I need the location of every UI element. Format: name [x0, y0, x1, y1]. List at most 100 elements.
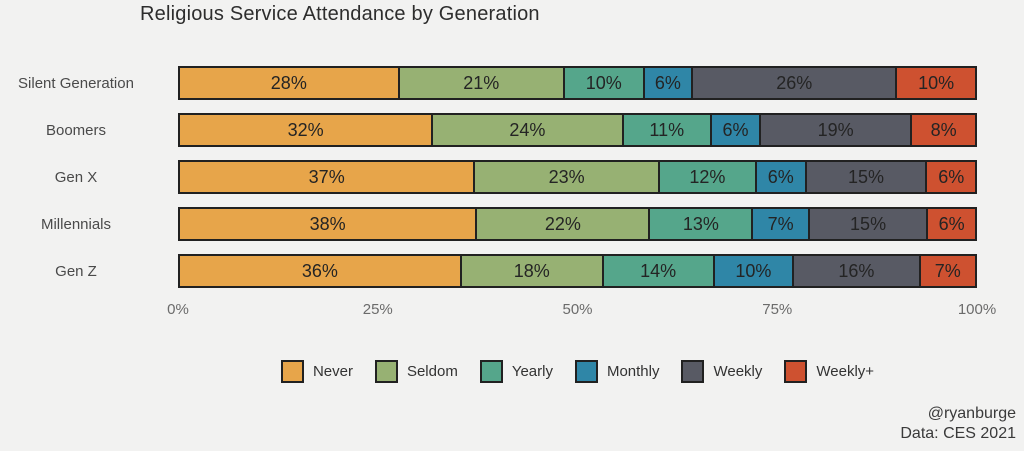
bar-segment: 8% [910, 113, 977, 147]
stacked-bar: 37% 23% 12% 6% 15% 6% [178, 160, 978, 194]
segment-value-label: 8% [930, 119, 957, 140]
bar-row: Silent Generation 28% 21% 10% 6% 26% 10% [0, 66, 1024, 100]
legend-label: Never [312, 363, 353, 380]
attribution: @ryanburge Data: CES 2021 [900, 404, 1016, 444]
segment-value-label: 6% [722, 119, 749, 140]
segment-value-label: 26% [776, 72, 813, 93]
bar-segment: 14% [601, 254, 715, 288]
segment-value-label: 11% [649, 119, 685, 140]
category-label: Millennials [40, 215, 112, 233]
bar-row: Millennials 38% 22% 13% 7% 15% 6% [0, 207, 1024, 241]
stacked-bar: 36% 18% 14% 10% 16% 7% [178, 254, 977, 288]
bar-segment: 32% [178, 113, 434, 147]
bar-segment: 19% [759, 113, 913, 147]
segment-value-label: 15% [850, 213, 887, 234]
segment-value-label: 18% [513, 260, 550, 281]
segment-value-label: 7% [934, 260, 961, 281]
bar-segment: 10% [562, 66, 645, 100]
bar-row: Gen Z 36% 18% 14% 10% 16% 7% [0, 254, 1024, 288]
bar-segment: 11% [621, 113, 712, 147]
bar-segment: 6% [642, 66, 694, 100]
x-axis-tick-label: 25% [362, 301, 393, 318]
bar-segment: 15% [807, 207, 929, 241]
bar-segment: 23% [473, 160, 660, 194]
segment-value-label: 6% [767, 166, 794, 187]
bar-segment: 10% [895, 66, 977, 100]
legend-item: Weekly+ [784, 360, 874, 383]
segment-value-label: 6% [654, 72, 681, 93]
legend-wrap: Never Seldom Yearly Monthly Weekly Weekly+ [178, 360, 977, 383]
legend-item: Seldom [374, 360, 458, 383]
x-axis-tick-label: 100% [957, 301, 997, 318]
bar-segment: 22% [475, 207, 651, 241]
legend-label: Yearly [511, 363, 553, 380]
bar-segment: 6% [925, 160, 978, 194]
segment-value-label: 37% [308, 166, 345, 187]
segment-value-label: 6% [938, 166, 965, 187]
segment-value-label: 32% [287, 119, 324, 140]
bar-segment: 15% [804, 160, 928, 194]
bar-segment: 18% [459, 254, 604, 288]
legend-label: Weekly [713, 363, 763, 380]
segment-value-label: 23% [548, 166, 585, 187]
x-axis-tick-label: 0% [167, 301, 189, 318]
bar-segment: 6% [926, 207, 977, 241]
legend: Never Seldom Yearly Monthly Weekly Weekly+ [280, 360, 874, 383]
bar-segment: 37% [178, 160, 476, 194]
legend-item: Yearly [479, 360, 553, 383]
bar-segment: 12% [657, 160, 757, 194]
legend-item: Monthly [574, 360, 660, 383]
legend-swatch [479, 360, 503, 383]
category-label: Gen X [54, 168, 98, 186]
segment-value-label: 22% [544, 213, 581, 234]
legend-swatch [374, 360, 398, 383]
segment-value-label: 36% [301, 260, 338, 281]
segment-value-label: 6% [938, 213, 965, 234]
segment-value-label: 24% [509, 119, 546, 140]
segment-value-label: 10% [585, 72, 622, 93]
bar-segment: 38% [178, 207, 478, 241]
legend-label: Monthly [606, 363, 660, 380]
bar-segment: 26% [691, 66, 898, 100]
bar-segment: 16% [792, 254, 921, 288]
segment-value-label: 7% [767, 213, 794, 234]
bar-row: Gen X 37% 23% 12% 6% 15% 6% [0, 160, 1024, 194]
bar-segment: 24% [431, 113, 624, 147]
legend-label: Weekly+ [816, 363, 875, 380]
legend-swatch [280, 360, 304, 383]
chart-title: Religious Service Attendance by Generati… [140, 3, 540, 25]
legend-swatch [574, 360, 598, 383]
category-label: Silent Generation [18, 74, 134, 92]
segment-value-label: 28% [270, 72, 307, 93]
segment-value-label: 14% [640, 260, 677, 281]
legend-item: Never [280, 360, 353, 383]
stacked-bar: 32% 24% 11% 6% 19% 8% [178, 113, 977, 147]
segment-value-label: 12% [689, 166, 726, 187]
bar-segment: 21% [397, 66, 565, 100]
bar-segment: 36% [178, 254, 462, 288]
legend-swatch [681, 360, 705, 383]
segment-value-label: 13% [682, 213, 719, 234]
attribution-source: Data: CES 2021 [900, 425, 1016, 442]
attribution-handle: @ryanburge [927, 405, 1016, 422]
bar-row: Boomers 32% 24% 11% 6% 19% 8% [0, 113, 1024, 147]
bar-segment: 10% [712, 254, 795, 288]
bar-segment: 7% [751, 207, 810, 241]
segment-value-label: 19% [817, 119, 854, 140]
bar-segment: 6% [754, 160, 807, 194]
x-axis: 0% 25% 50% 75% 100% [167, 301, 996, 321]
segment-value-label: 15% [847, 166, 884, 187]
bar-segment: 6% [709, 113, 762, 147]
category-label: Gen Z [55, 262, 97, 280]
bar-segment: 28% [178, 66, 400, 100]
bar-rows: Silent Generation 28% 21% 10% 6% 26% 10% Boomer… [0, 66, 1024, 288]
bar-segment: 7% [918, 254, 977, 288]
x-axis-tick-label: 50% [562, 301, 593, 318]
x-axis-tick-label: 75% [762, 301, 793, 318]
segment-value-label: 10% [735, 260, 772, 281]
segment-value-label: 21% [463, 72, 500, 93]
segment-value-label: 16% [838, 260, 875, 281]
stacked-bar: 28% 21% 10% 6% 26% 10% [178, 66, 977, 100]
legend-swatch [784, 360, 808, 383]
